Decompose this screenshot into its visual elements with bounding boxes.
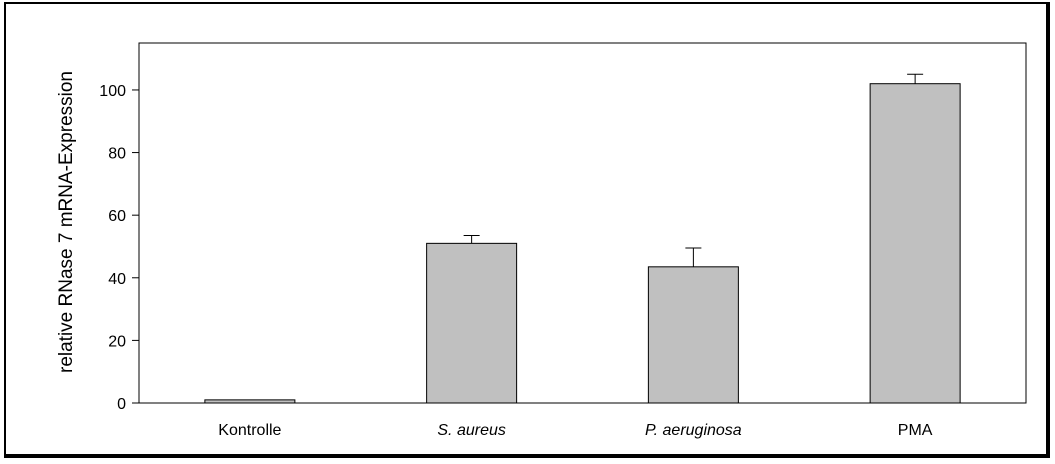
x-tick-label: P. aeruginosa <box>645 422 742 439</box>
y-tick-label: 0 <box>117 396 126 413</box>
y-axis-title: relative RNase 7 mRNA-Expression <box>56 71 77 373</box>
plot-area: 0 20 40 60 80 100 Kontrolle S. aureus P. aerugin… <box>99 42 1027 439</box>
plot-frame <box>138 42 1027 404</box>
bar-4 <box>869 83 961 404</box>
y-tick-label: 60 <box>108 208 126 225</box>
y-tick-label: 80 <box>108 146 126 163</box>
x-tick-label: Kontrolle <box>218 422 281 439</box>
bar-2 <box>426 242 518 404</box>
x-tick-label: S. aureus <box>437 422 505 439</box>
y-tick-label: 40 <box>108 271 126 288</box>
x-tick-label: PMA <box>898 422 933 439</box>
bar-3 <box>647 266 739 404</box>
y-tick-label: 20 <box>108 333 126 350</box>
y-tick-label: 100 <box>99 83 126 100</box>
bar-1 <box>204 399 296 404</box>
